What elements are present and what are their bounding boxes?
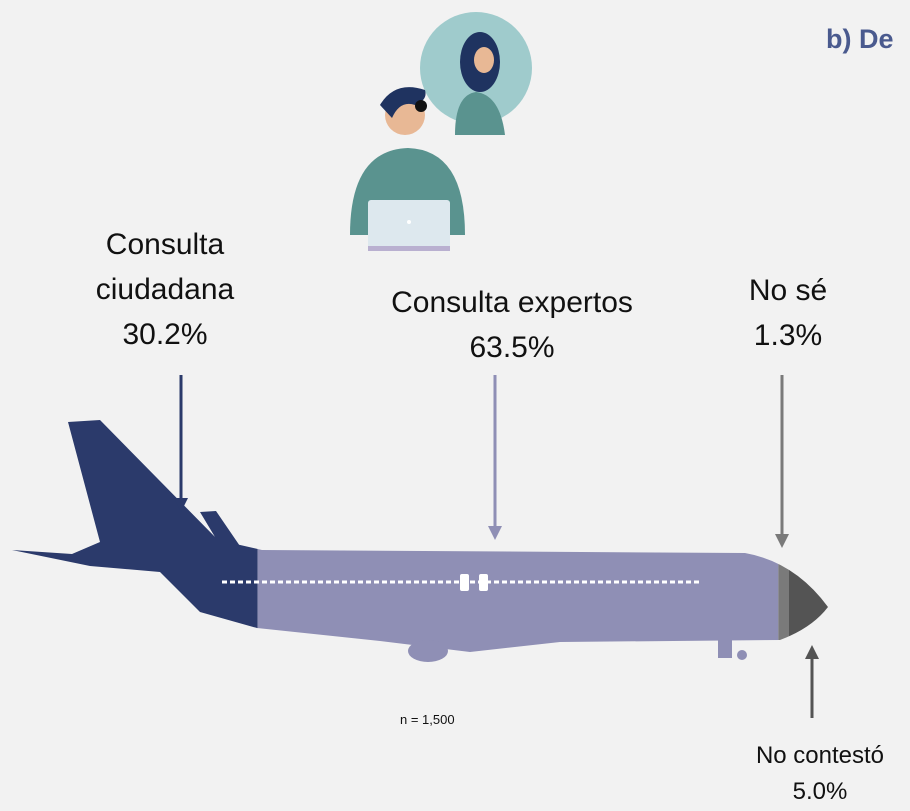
plane-segment xyxy=(10,400,258,670)
arrow-head xyxy=(488,526,502,540)
plane-segment xyxy=(258,400,779,670)
door xyxy=(460,574,469,591)
sample-note: n = 1,500 xyxy=(400,712,455,727)
category-label: No contestó xyxy=(725,738,910,774)
door xyxy=(479,574,488,591)
engine xyxy=(408,640,448,662)
page: b) De n = 1,500 (() => { const data = JS… xyxy=(0,0,910,811)
chart xyxy=(0,0,910,811)
plane xyxy=(10,400,830,670)
plane-segment xyxy=(789,400,830,670)
chart-title: b) De xyxy=(826,24,894,55)
gear xyxy=(718,640,732,658)
arrow-head xyxy=(775,534,789,548)
wheel xyxy=(737,650,747,660)
illustration xyxy=(350,12,532,251)
value-label: 5.0% xyxy=(725,774,910,810)
category-label: Consulta ciudadana xyxy=(70,222,260,312)
category-label: No sé xyxy=(728,268,848,313)
arrow-head xyxy=(805,645,819,659)
value-label: 1.3% xyxy=(728,313,848,358)
category-label: Consulta expertos xyxy=(347,280,677,325)
value-label: 30.2% xyxy=(70,312,260,357)
value-label: 63.5% xyxy=(347,325,677,370)
